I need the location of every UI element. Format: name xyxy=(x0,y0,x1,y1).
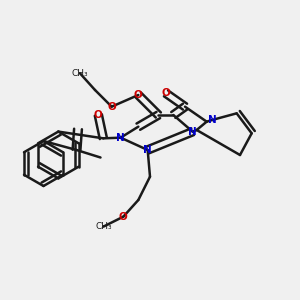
Text: N: N xyxy=(208,115,216,125)
Text: CH₃: CH₃ xyxy=(72,69,88,78)
Text: O: O xyxy=(107,102,116,112)
Text: O: O xyxy=(94,110,103,120)
Text: O: O xyxy=(134,90,143,100)
Text: N: N xyxy=(143,145,152,155)
Text: CH₃: CH₃ xyxy=(95,222,112,231)
Text: N: N xyxy=(116,133,125,143)
Text: O: O xyxy=(119,212,128,222)
Text: O: O xyxy=(162,88,170,98)
Text: N: N xyxy=(188,127,197,137)
